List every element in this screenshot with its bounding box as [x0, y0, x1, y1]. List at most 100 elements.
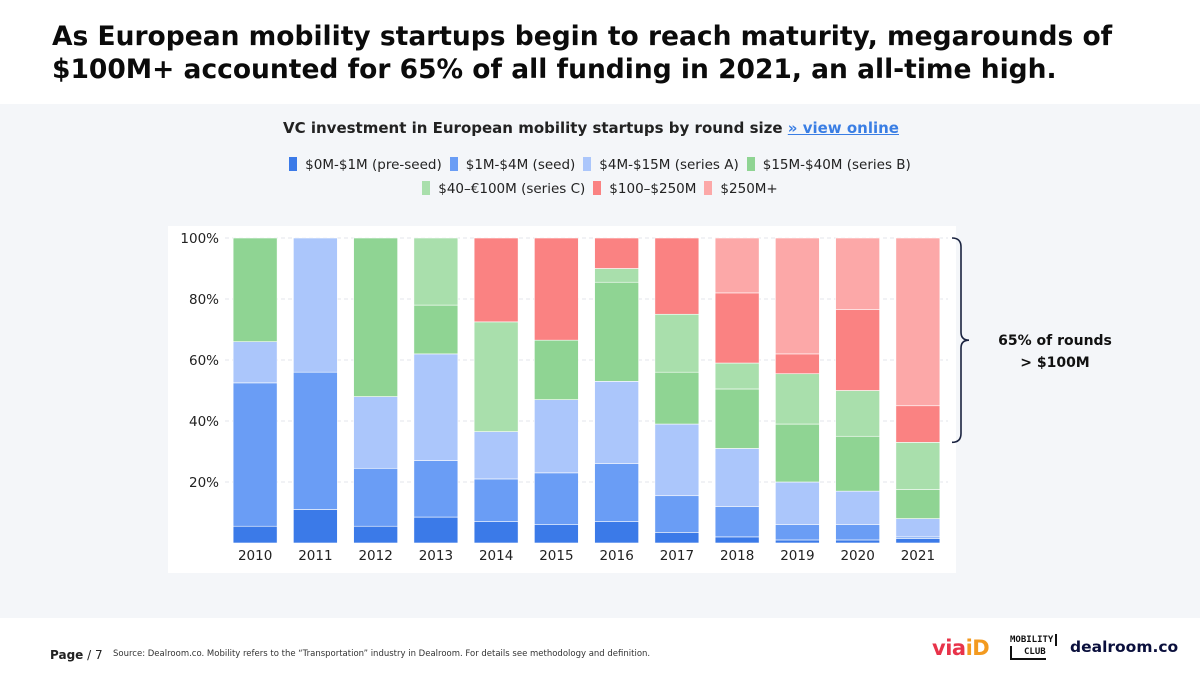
- bar-segment: [775, 237, 820, 355]
- page-headline: As European mobility startups begin to r…: [52, 21, 1113, 85]
- source-note: Source: Dealroom.co. Mobility refers to …: [113, 649, 651, 659]
- legend-swatch: [704, 181, 713, 195]
- bar-segment: [473, 521, 519, 544]
- bar-segment: [895, 442, 941, 490]
- bar-segment: [714, 506, 760, 538]
- legend-swatch: [422, 181, 431, 195]
- mobility-club-logo-line1: MOBILITY: [1010, 634, 1058, 646]
- bar-segment: [714, 448, 760, 507]
- bar-segment: [775, 353, 820, 375]
- x-tick-label: 2013: [419, 548, 453, 564]
- bar-segment: [232, 341, 278, 384]
- bar-segment: [835, 435, 880, 492]
- bar-segment: [353, 237, 398, 397]
- bar-segment: [654, 423, 700, 497]
- page-number: / 7: [87, 648, 103, 662]
- bar-segment: [473, 478, 519, 522]
- bar-segment: [714, 292, 760, 364]
- bar-segment: [232, 382, 278, 527]
- bar-segment: [654, 237, 700, 315]
- bar-segment: [473, 237, 519, 323]
- bar-segment: [413, 460, 459, 518]
- mobility-club-logo: MOBILITY CLUB: [1010, 634, 1060, 660]
- legend-item: $40–€100M (series C): [422, 181, 585, 197]
- bar-segment: [534, 339, 579, 400]
- bar-segment: [654, 532, 700, 544]
- viaid-logo: viaiD: [932, 636, 990, 660]
- x-tick-label: 2017: [660, 548, 694, 564]
- legend-item: $4M-$15M (series A): [583, 157, 739, 173]
- legend-row-2: $40–€100M (series C) $100–$250M $250M+: [0, 181, 1200, 197]
- bar-segment: [413, 516, 459, 544]
- y-tick-label: 80%: [189, 292, 219, 308]
- bar-segment: [835, 309, 880, 391]
- bar-segment: [293, 509, 338, 544]
- legend-label: $15M-$40M (series B): [762, 157, 911, 173]
- bar-segment: [594, 268, 639, 283]
- bar-segment: [293, 371, 338, 510]
- mobility-club-logo-line2: CLUB: [1010, 646, 1046, 660]
- bar-segment: [775, 481, 820, 526]
- bar-segment: [594, 281, 639, 382]
- bar-segment: [895, 405, 941, 443]
- bar-segment: [895, 489, 941, 519]
- bar-segment: [293, 237, 338, 373]
- legend-label: $40–€100M (series C): [438, 181, 586, 197]
- x-tick-label: 2021: [901, 548, 935, 564]
- annotation-line-2: > $100M: [1020, 355, 1090, 371]
- bar-segment: [594, 381, 639, 465]
- legend-item: $1M-$4M (seed): [449, 157, 576, 173]
- x-tick-label: 2018: [720, 548, 754, 564]
- legend-swatch: [583, 157, 592, 171]
- legend-swatch: [449, 157, 458, 171]
- x-tick-label: 2010: [238, 548, 272, 564]
- bar-segment: [895, 518, 941, 538]
- legend-row-1: $0M-$1M (pre-seed) $1M-$4M (seed) $4M-$15M…: [0, 157, 1200, 173]
- bar-segment: [714, 237, 760, 294]
- bar-segment: [775, 524, 820, 541]
- bar-segment: [413, 353, 459, 461]
- bar-segment: [534, 237, 579, 341]
- x-tick-label: 2015: [539, 548, 573, 564]
- legend-item: $15M-$40M (series B): [746, 157, 911, 173]
- bar-segment: [413, 237, 459, 306]
- bar-segment: [232, 525, 278, 544]
- y-tick-label: 100%: [180, 231, 219, 247]
- view-online-link[interactable]: » view online: [787, 119, 899, 137]
- y-tick-label: 60%: [189, 353, 219, 369]
- legend-item: $0M-$1M (pre-seed): [289, 157, 442, 173]
- bar-segment: [714, 536, 760, 544]
- annotation-line-1: 65% of rounds: [998, 333, 1112, 349]
- annotation-bracket: [951, 237, 970, 444]
- bar-segment: [775, 373, 820, 425]
- bar-segment: [353, 467, 398, 527]
- x-tick-label: 2012: [358, 548, 392, 564]
- bar-segment: [895, 237, 941, 407]
- bar-segment: [534, 524, 579, 544]
- bar-segment: [654, 371, 700, 425]
- viaid-logo-text-b: iD: [965, 636, 990, 660]
- legend-swatch: [593, 181, 602, 195]
- x-tick-label: 2016: [599, 548, 633, 564]
- bar-segment: [775, 539, 820, 544]
- bar-segment: [835, 490, 880, 525]
- legend-item: $250M+: [704, 181, 778, 197]
- x-tick-label: 2020: [840, 548, 874, 564]
- bar-segment: [654, 313, 700, 373]
- legend-label: $4M-$15M (series A): [599, 157, 739, 173]
- bar-segment: [413, 304, 459, 355]
- page-label: Page: [50, 648, 84, 662]
- bar-segment: [534, 472, 579, 526]
- legend-label: $1M-$4M (seed): [465, 157, 576, 173]
- bar-segment: [534, 399, 579, 474]
- bar-segment: [353, 396, 398, 469]
- bar-segment: [895, 538, 941, 544]
- bar-segment: [473, 431, 519, 480]
- legend-label: $250M+: [720, 181, 778, 197]
- page-indicator: Page / 7: [50, 648, 103, 662]
- chart-title-text: VC investment in European mobility start…: [283, 119, 783, 137]
- dealroom-logo: dealroom.co: [1070, 638, 1179, 656]
- legend-label: $0M-$1M (pre-seed): [305, 157, 442, 173]
- chart-title: VC investment in European mobility start…: [0, 119, 1182, 137]
